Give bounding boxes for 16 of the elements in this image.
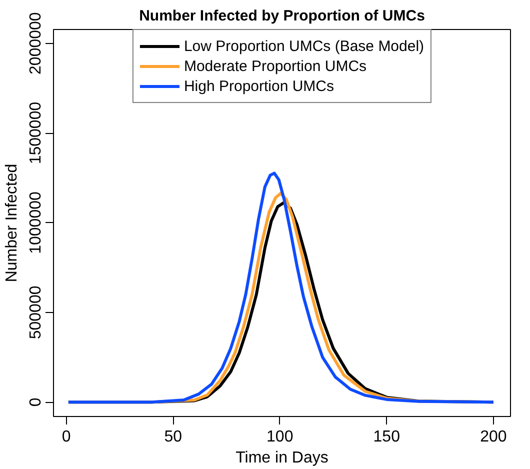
x-tick-label: 0 xyxy=(62,428,71,446)
y-tick-label: 1000000 xyxy=(28,191,44,254)
legend-label: Moderate Proportion UMCs xyxy=(184,57,367,75)
y-tick-label: 500000 xyxy=(28,286,44,340)
x-axis-title: Time in Days xyxy=(236,450,328,466)
y-axis-title: Number Infected xyxy=(4,164,20,282)
legend-label: High Proportion UMCs xyxy=(184,77,334,95)
y-tick-label: 1500000 xyxy=(28,102,44,164)
x-tick-label: 150 xyxy=(373,428,400,446)
chart-title: Number Infected by Proportion of UMCs xyxy=(139,8,425,24)
x-tick-label: 100 xyxy=(266,428,294,446)
x-tick-label: 50 xyxy=(164,428,182,446)
y-tick-label: 2000000 xyxy=(28,12,44,74)
legend-label: Low Proportion UMCs (Base Model) xyxy=(184,37,424,55)
x-tick-label: 200 xyxy=(480,428,507,446)
y-tick-label: 0 xyxy=(28,398,44,407)
